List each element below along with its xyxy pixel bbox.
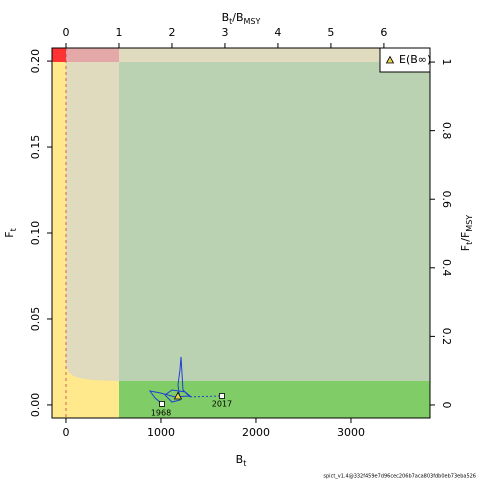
y-tick-label: 0.00	[29, 393, 42, 418]
y-tick-label: 0.05	[29, 307, 42, 332]
x-tick-label: 3000	[337, 426, 365, 439]
year-label: 1968	[151, 408, 171, 417]
region	[52, 48, 66, 418]
y-axis-label: Ft	[3, 228, 18, 237]
regions	[52, 48, 430, 418]
legend-marker	[385, 55, 395, 64]
endpoint	[159, 401, 165, 407]
region	[52, 48, 66, 62]
year-label: 2017	[212, 399, 232, 408]
region	[66, 360, 119, 418]
x2-tick-label: 2	[168, 26, 175, 39]
region	[66, 48, 119, 62]
y2-tick-label: 0.4	[440, 259, 453, 277]
x-tick-label: 2000	[242, 426, 270, 439]
region	[119, 62, 430, 381]
y2-tick-label: 0.8	[440, 122, 453, 140]
x2-tick-label: 5	[327, 26, 334, 39]
region	[119, 48, 430, 62]
trajectory	[189, 395, 222, 398]
x-axis-label: Bt	[236, 453, 247, 468]
x-tick-label: 0	[62, 426, 69, 439]
y2-tick-label: 1	[440, 59, 453, 66]
equilibrium-marker	[173, 391, 183, 400]
endpoint	[219, 393, 225, 399]
y2-axis-label: Ft/FMSY	[459, 215, 474, 251]
trajectory	[148, 356, 192, 405]
x2-tick-label: 6	[380, 26, 387, 39]
x2-axis-label: Bt/BMSY	[222, 11, 261, 26]
y-tick-label: 0.10	[29, 221, 42, 246]
x2-tick-label: 3	[221, 26, 228, 39]
footer: spict_v1.4@332f459e7d96cec206b7aca803fdb…	[323, 474, 476, 480]
y-tick-label: 0.20	[29, 49, 42, 73]
y-tick-label: 0.15	[29, 135, 42, 160]
y2-tick-label: 0.6	[440, 190, 453, 208]
region	[119, 381, 430, 418]
x2-tick-label: 0	[62, 26, 69, 39]
x2-tick-label: 1	[115, 26, 122, 39]
x2-tick-label: 4	[274, 26, 281, 39]
legend-label: E(B∞)	[399, 53, 431, 66]
y2-tick-label: 0	[440, 401, 453, 408]
x-tick-label: 1000	[147, 426, 175, 439]
region	[66, 62, 119, 418]
y2-tick-label: 0.2	[440, 328, 453, 346]
